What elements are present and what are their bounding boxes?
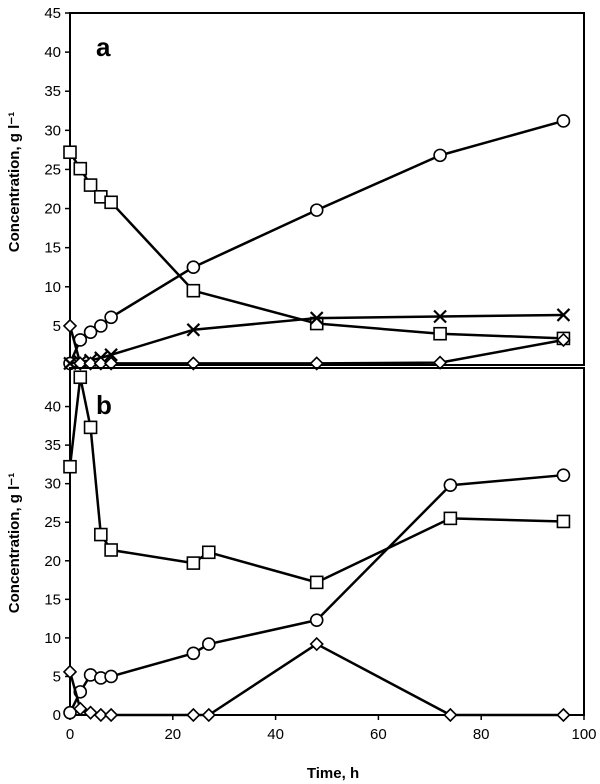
data-point-square — [83, 178, 98, 192]
data-point-diamond — [62, 318, 78, 334]
y-tick-label: 40 — [44, 44, 61, 61]
series-line — [68, 151, 564, 340]
data-point-circle — [104, 669, 118, 684]
y-tick-label: 45 — [44, 5, 61, 22]
data-point-diamond — [93, 707, 108, 723]
data-point-diamond — [103, 707, 119, 723]
data-point-cross — [309, 311, 324, 325]
data-point-diamond — [201, 707, 216, 723]
data-point-diamond — [103, 356, 119, 371]
data-point-circle — [443, 478, 458, 493]
data-point-cross — [433, 309, 447, 324]
y-tick-label: 40 — [44, 399, 61, 416]
y-tick-label: 0 — [53, 707, 61, 724]
x-axis-title: Time, h — [307, 765, 359, 782]
series-line — [68, 473, 564, 714]
panel-b: 0 5 10 15 20 25 30 35 40 0 20 40 60 80 100 Concentratio… — [6, 367, 597, 743]
data-point-diamond — [73, 356, 88, 371]
x-tick-label: 40 — [267, 726, 284, 743]
y-tick-label: 35 — [44, 437, 61, 454]
data-point-diamond — [62, 664, 78, 679]
data-point-circle — [94, 319, 108, 333]
panel-letter: b — [96, 390, 112, 420]
plot-frame — [69, 367, 585, 716]
data-point-cross — [186, 323, 201, 337]
series-circle — [63, 468, 571, 720]
series-circle — [63, 114, 571, 371]
data-point-square — [186, 556, 201, 570]
y-tick-label: 20 — [44, 553, 61, 570]
data-point-circle — [201, 637, 216, 651]
data-point-circle — [309, 203, 324, 217]
series-diamond — [62, 318, 571, 371]
data-point-circle — [83, 325, 98, 339]
series-diamond — [62, 636, 571, 723]
y-tick-label: 30 — [44, 476, 61, 493]
series-square — [63, 370, 571, 590]
data-point-circle — [309, 613, 324, 627]
x-tick-label: 20 — [164, 726, 181, 743]
data-point-diamond — [309, 636, 324, 652]
data-point-diamond — [556, 707, 571, 723]
y-tick-label: 35 — [44, 83, 61, 100]
data-point-circle — [186, 646, 201, 661]
y-tick-label: 10 — [44, 630, 61, 647]
x-tick-label: 60 — [370, 726, 387, 743]
series-line — [68, 642, 564, 717]
y-tick-label: 15 — [44, 240, 61, 257]
y-tick-label: 10 — [44, 279, 61, 296]
y-tick-label: 25 — [44, 161, 61, 178]
plot-frame — [69, 12, 585, 366]
data-point-circle — [433, 148, 447, 163]
data-point-square — [556, 514, 571, 529]
data-point-square — [443, 511, 458, 526]
data-point-diamond — [93, 356, 108, 371]
data-point-square — [433, 326, 447, 341]
data-point-diamond — [443, 707, 458, 723]
data-point-diamond — [432, 355, 448, 370]
y-tick-label: 30 — [44, 122, 61, 139]
data-point-circle — [104, 310, 118, 325]
data-point-square — [63, 459, 77, 474]
data-point-diamond — [83, 705, 98, 720]
data-point-square — [186, 283, 201, 298]
x-tick-label: 80 — [473, 726, 490, 743]
y-axis-title: Concentration, g l⁻¹ — [6, 112, 23, 252]
data-point-square — [73, 370, 88, 385]
data-point-circle — [63, 705, 77, 720]
data-point-diamond — [73, 701, 88, 716]
data-point-square — [104, 195, 118, 210]
data-point-diamond — [186, 356, 201, 371]
data-point-circle — [556, 114, 571, 128]
y-tick-label: 20 — [44, 201, 61, 218]
data-point-square — [83, 420, 98, 435]
data-point-cross — [104, 348, 118, 362]
data-point-square — [73, 161, 88, 176]
data-point-diamond — [186, 707, 201, 723]
data-point-square — [63, 145, 77, 160]
x-tick-label: 100 — [571, 726, 596, 743]
data-point-circle — [186, 260, 201, 275]
data-point-square — [94, 527, 108, 542]
data-point-square — [309, 575, 324, 590]
y-tick-label: 25 — [44, 514, 61, 531]
y-axis-title: Concentration, g l⁻¹ — [6, 473, 23, 613]
panel-letter: a — [96, 32, 111, 62]
y-tick-label: 15 — [44, 591, 61, 608]
data-point-diamond — [309, 356, 324, 371]
data-point-circle — [556, 468, 571, 482]
data-point-cross — [556, 308, 571, 322]
data-point-square — [104, 543, 118, 557]
x-tick-label: 0 — [66, 726, 74, 743]
data-point-diamond — [556, 332, 571, 348]
data-point-diamond — [83, 356, 98, 371]
panel-a: 5 10 15 20 25 30 35 40 45 Concentration, g l⁻¹ a — [6, 5, 585, 371]
y-tick-label: 5 — [53, 668, 61, 685]
data-point-square — [201, 545, 216, 560]
series-line — [68, 376, 564, 584]
y-tick-label: 5 — [53, 318, 61, 335]
